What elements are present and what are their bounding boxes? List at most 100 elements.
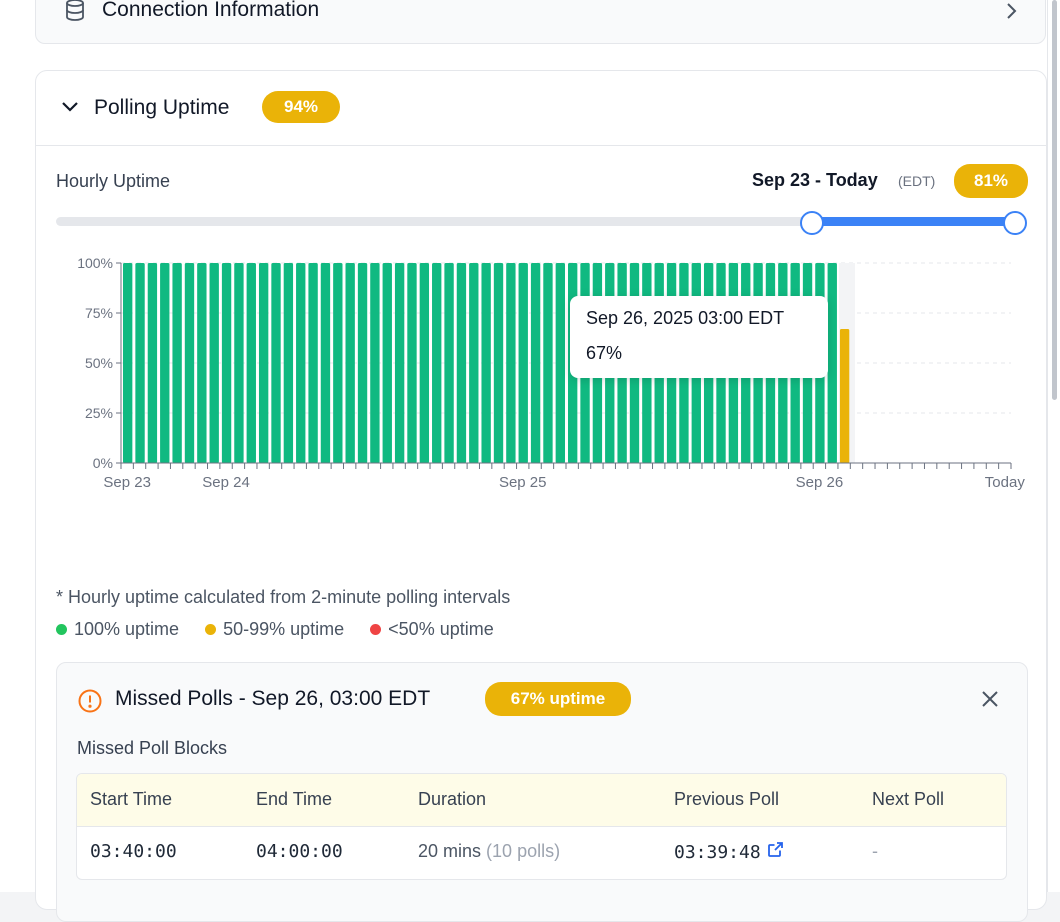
x-tick-label: Today — [985, 474, 1026, 491]
cell-end-time: 04:00:00 — [256, 841, 343, 862]
uptime-bar — [432, 263, 442, 463]
close-icon[interactable] — [981, 690, 999, 713]
range-slider-track[interactable] — [56, 217, 1016, 226]
column-header-duration: Duration — [418, 789, 487, 809]
range-slider-fill — [811, 217, 1015, 226]
duration-value: 20 mins — [418, 841, 482, 861]
column-header-start-time: Start Time — [90, 789, 173, 809]
previous-poll-value[interactable]: 03:39:48 — [674, 841, 761, 863]
uptime-bar — [493, 263, 504, 463]
cell-next-poll: - — [872, 841, 878, 861]
x-tick-label: Sep 24 — [202, 474, 250, 491]
legend-label: <50% uptime — [388, 619, 494, 639]
uptime-bar — [197, 263, 207, 463]
uptime-bar — [333, 263, 343, 463]
y-tick-label: 0% — [93, 455, 113, 471]
scrollbar-thumb[interactable] — [1052, 0, 1057, 400]
uptime-bar — [530, 263, 541, 463]
legend-label: 50-99% uptime — [223, 619, 345, 639]
uptime-legend: 100% uptime 50-99% uptime <50% uptime — [56, 619, 494, 640]
polling-uptime-card: Polling Uptime 94% Hourly Uptime Sep 23 … — [35, 70, 1047, 922]
missed-polls-title: Missed Polls - Sep 26, 03:00 EDT — [115, 687, 431, 710]
tooltip-value: 67% — [586, 343, 623, 363]
y-tick-label: 100% — [77, 255, 113, 271]
legend-dot-yellow — [205, 624, 217, 635]
missed-uptime-badge: 67% uptime — [485, 682, 631, 716]
missed-poll-blocks-table: Start Time End Time Duration Previous Po… — [76, 773, 1007, 880]
legend-dot-red — [370, 624, 382, 635]
legend-item-partial: 50-99% uptime — [205, 619, 344, 640]
uptime-bar — [407, 263, 417, 463]
uptime-bar — [246, 263, 256, 463]
chart-tooltip: Sep 26, 2025 03:00 EDT 67% — [570, 296, 828, 378]
connection-information-title: Connection Information — [102, 0, 320, 21]
chevron-down-icon[interactable] — [61, 100, 79, 118]
range-slider-end-handle[interactable] — [1003, 211, 1027, 235]
range-uptime-badge: 81% — [954, 164, 1028, 198]
scrollbar[interactable] — [1047, 0, 1060, 892]
range-slider-start-handle[interactable] — [800, 211, 824, 235]
polling-uptime-header[interactable]: Polling Uptime 94% — [36, 71, 1046, 146]
uptime-bar — [184, 263, 195, 463]
uptime-bar — [160, 263, 170, 463]
cell-start-time: 03:40:00 — [90, 841, 177, 862]
uptime-bar — [469, 263, 479, 463]
uptime-bar — [370, 263, 380, 463]
x-tick-label: Sep 23 — [103, 474, 151, 491]
uptime-bar — [123, 263, 133, 463]
hourly-uptime-chart: 100% 75% 50% 25% 0% Sep 23 Sep 24 Sep 25 Sep 26 T… — [77, 255, 1026, 491]
date-range-text: Sep 23 - Today — [752, 170, 878, 190]
tooltip-title: Sep 26, 2025 03:00 EDT — [586, 308, 785, 328]
uptime-footnote: * Hourly uptime calculated from 2-minute… — [56, 587, 511, 607]
alert-circle-icon — [77, 688, 103, 719]
column-header-previous-poll: Previous Poll — [674, 789, 780, 809]
legend-item-full: 100% uptime — [56, 619, 179, 640]
uptime-bar — [518, 263, 528, 463]
uptime-bar — [234, 263, 244, 463]
uptime-bar — [209, 263, 219, 463]
x-tick-label: Sep 25 — [499, 474, 547, 491]
database-icon — [64, 0, 86, 27]
uptime-bar — [308, 263, 318, 463]
cell-previous-poll[interactable]: 03:39:48 — [674, 841, 784, 863]
legend-dot-green — [56, 624, 67, 635]
legend-label: 100% uptime — [74, 619, 180, 639]
uptime-bar — [320, 263, 331, 463]
uptime-bar — [147, 263, 158, 463]
uptime-bar — [221, 263, 232, 463]
cell-duration: 20 mins (10 polls) — [418, 841, 560, 862]
uptime-bar — [283, 263, 294, 463]
y-tick-label: 25% — [85, 405, 113, 421]
uptime-bar — [444, 263, 454, 463]
uptime-bar — [555, 263, 565, 463]
uptime-bar — [357, 263, 368, 463]
uptime-bar — [258, 263, 269, 463]
duration-polls: (10 polls) — [486, 841, 561, 861]
uptime-bar — [382, 263, 392, 463]
uptime-bar — [296, 263, 306, 463]
uptime-bar — [506, 263, 516, 463]
uptime-bar — [481, 263, 491, 463]
uptime-bar — [456, 263, 467, 463]
missed-poll-blocks-label: Missed Poll Blocks — [77, 738, 228, 758]
uptime-bar — [419, 263, 430, 463]
y-tick-label: 75% — [85, 305, 113, 321]
uptime-bar — [394, 263, 405, 463]
chevron-right-icon[interactable] — [1005, 2, 1017, 25]
legend-item-low: <50% uptime — [370, 619, 494, 640]
external-link-icon[interactable] — [767, 841, 784, 863]
hourly-uptime-label: Hourly Uptime — [56, 171, 171, 191]
missed-polls-panel: Missed Polls - Sep 26, 03:00 EDT 67% upt… — [56, 662, 1028, 922]
table-header: Start Time End Time Duration Previous Po… — [77, 774, 1006, 827]
uptime-bar — [543, 263, 553, 463]
uptime-bar — [345, 263, 355, 463]
y-tick-label: 50% — [85, 355, 113, 371]
uptime-bar — [271, 263, 281, 463]
polling-uptime-badge: 94% — [262, 91, 340, 123]
uptime-bar — [172, 263, 182, 463]
uptime-bar — [135, 263, 145, 463]
column-header-end-time: End Time — [256, 789, 333, 809]
polling-uptime-title: Polling Uptime — [94, 96, 230, 119]
connection-information-card[interactable]: Connection Information — [35, 0, 1046, 44]
x-tick-label: Sep 26 — [796, 474, 844, 491]
